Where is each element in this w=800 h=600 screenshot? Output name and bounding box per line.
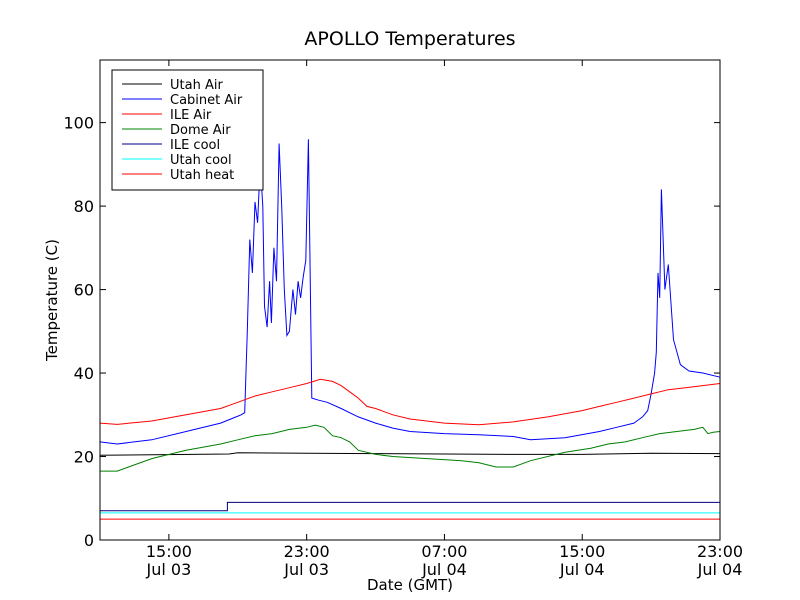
legend-label: Utah cool bbox=[170, 153, 232, 168]
legend-label: ILE Air bbox=[170, 108, 212, 123]
y-tick-label: 40 bbox=[74, 364, 94, 383]
series-line-utah-air bbox=[99, 452, 721, 456]
y-tick-label: 20 bbox=[74, 448, 94, 467]
legend-label: Dome Air bbox=[170, 123, 231, 138]
series-line-ile-cool bbox=[100, 501, 720, 512]
x-tick-label-date: Jul 04 bbox=[559, 560, 605, 579]
y-tick-label: 0 bbox=[84, 531, 94, 550]
y-tick-label: 80 bbox=[74, 197, 94, 216]
series-line-dome-air bbox=[100, 424, 721, 472]
y-tick-label: 60 bbox=[74, 281, 94, 300]
legend-label: ILE cool bbox=[170, 138, 220, 153]
x-tick-label-time: 15:00 bbox=[559, 542, 605, 561]
x-tick-label-time: 23:00 bbox=[284, 542, 330, 561]
legend-box bbox=[111, 69, 264, 191]
legend-label: Cabinet Air bbox=[170, 93, 243, 108]
x-axis-label: Date (GMT) bbox=[367, 576, 453, 594]
x-tick-label-time: 15:00 bbox=[146, 542, 192, 561]
x-tick-label-date: Jul 04 bbox=[421, 560, 467, 579]
chart-title: APOLLO Temperatures bbox=[304, 28, 515, 50]
series-line-ile-air bbox=[99, 378, 721, 426]
plot-frame bbox=[99, 59, 721, 541]
x-tick-label-time: 23:00 bbox=[697, 542, 743, 561]
x-tick-label-date: Jul 04 bbox=[697, 560, 743, 579]
legend-label: Utah heat bbox=[170, 168, 234, 183]
plot-area bbox=[99, 139, 721, 520]
series-line-cabinet-air bbox=[99, 139, 721, 445]
y-axis-label: Temperature (C) bbox=[43, 239, 61, 362]
x-tick-label-date: Jul 03 bbox=[283, 560, 329, 579]
x-tick-label-date: Jul 03 bbox=[146, 560, 192, 579]
x-tick-label-time: 07:00 bbox=[421, 542, 467, 561]
y-tick-label: 100 bbox=[63, 114, 94, 133]
legend-label: Utah Air bbox=[170, 78, 223, 93]
